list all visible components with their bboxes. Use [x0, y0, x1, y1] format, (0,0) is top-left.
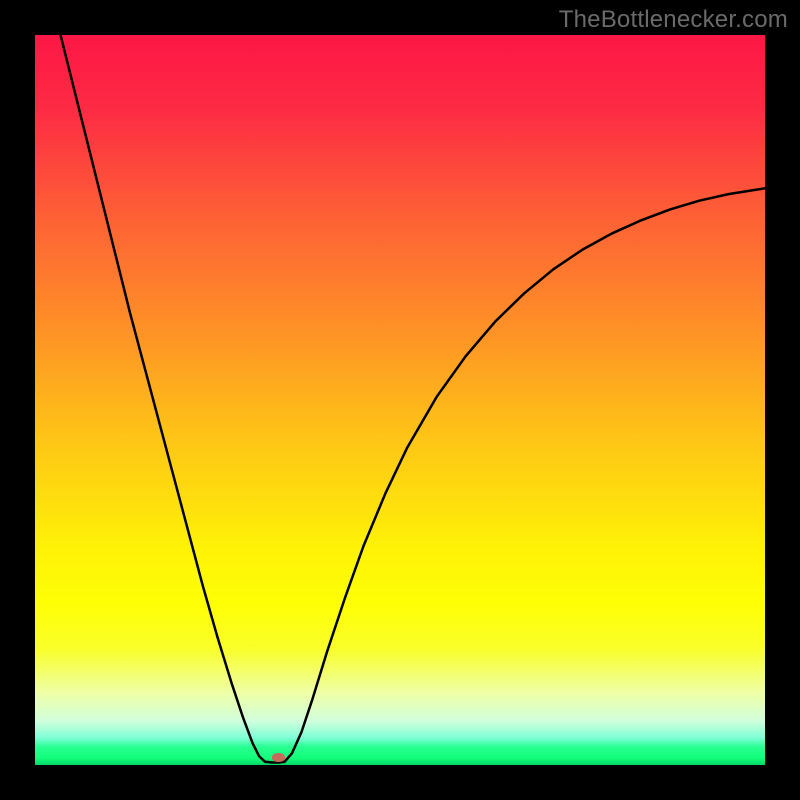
chart-stage: TheBottlenecker.com [0, 0, 800, 800]
watermark-text: TheBottlenecker.com [559, 6, 788, 34]
plot-area [35, 35, 765, 765]
